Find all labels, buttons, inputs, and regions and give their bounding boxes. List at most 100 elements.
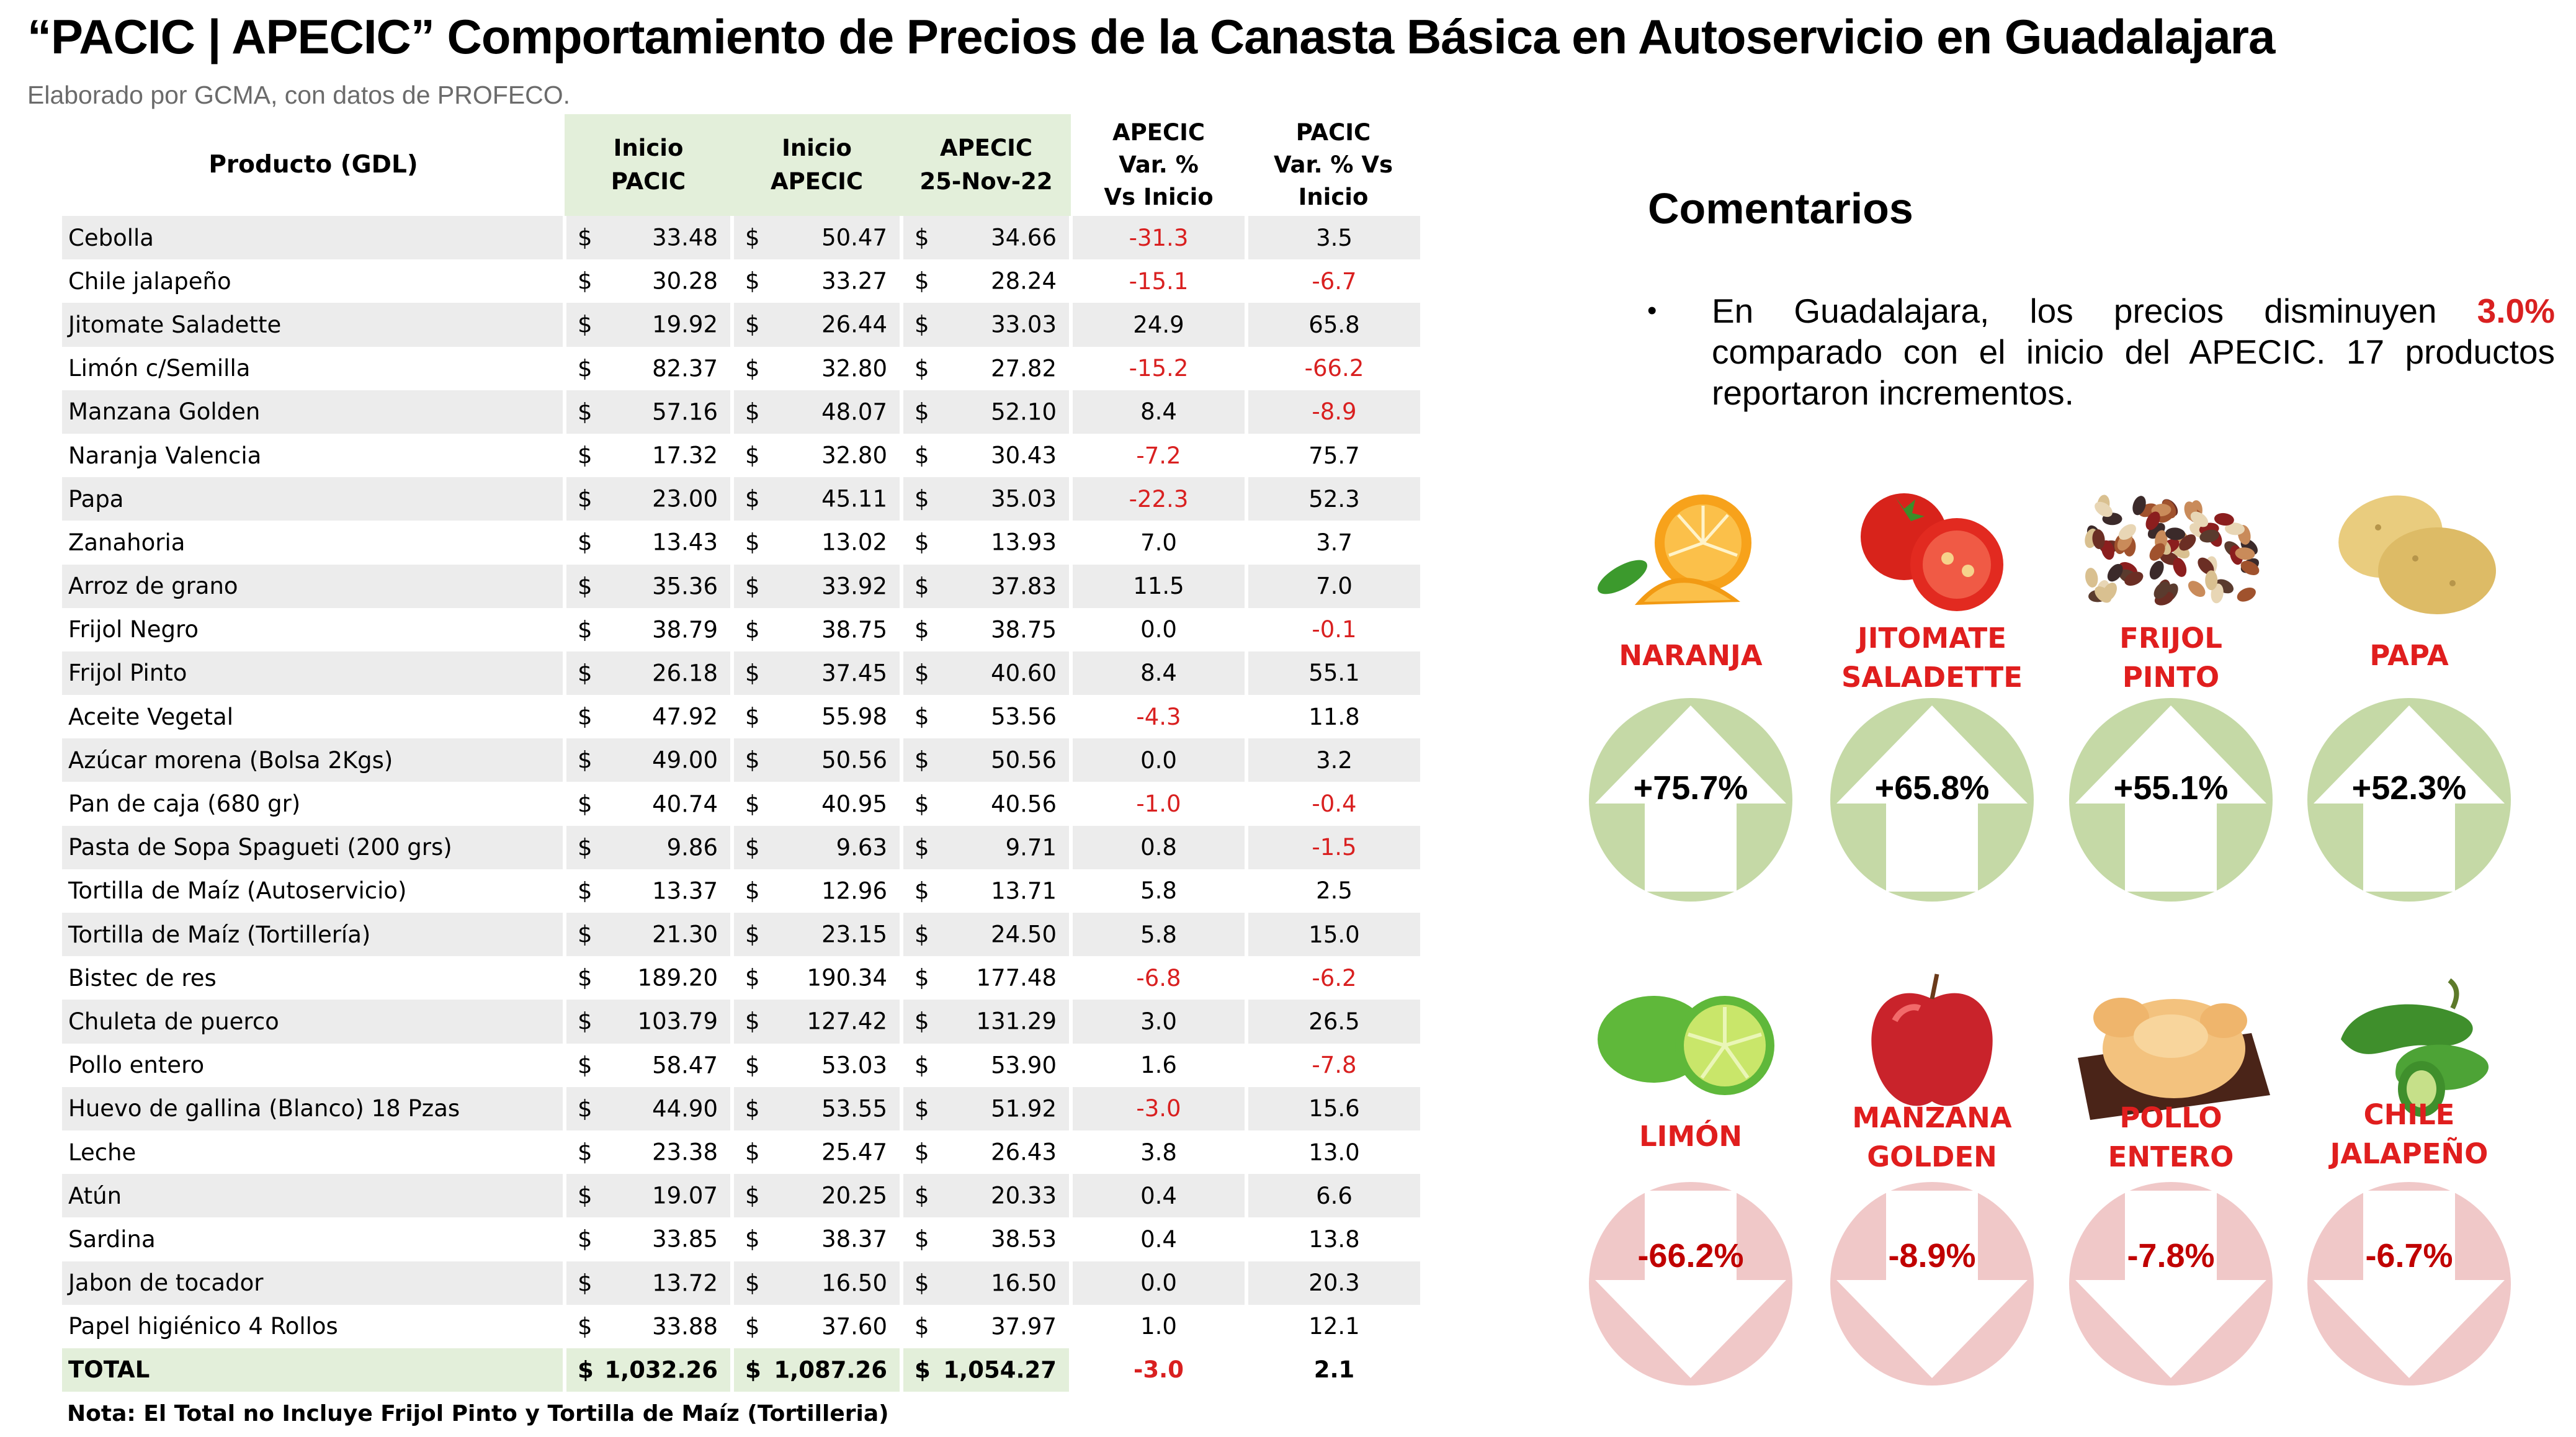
cell-var-pacic: 2.5 [1245, 869, 1420, 913]
cell-inicio-pacic: $30.28 [563, 259, 732, 303]
cell-inicio-pacic: $19.92 [563, 303, 732, 347]
cell-var-apecic: 5.8 [1069, 869, 1246, 913]
comment-highlight: 3.0% [2477, 292, 2555, 330]
table-row: Chuleta de puerco $103.79 $127.42 $131.29 3.… [62, 1000, 1420, 1044]
cell-apecic: $20.33 [900, 1174, 1071, 1218]
table-row: Arroz de grano $35.36 $33.92 $37.83 11.5 7.0 [62, 564, 1420, 608]
table-row: Sardina $33.85 $38.37 $38.53 0.4 13.8 [62, 1217, 1420, 1261]
cell-inicio-apecic: $12.96 [730, 869, 901, 913]
arrow-down-icon: -66.2% [1589, 1182, 1792, 1386]
cell-apecic: $16.50 [900, 1261, 1071, 1305]
percent-change: +52.3% [2351, 769, 2467, 807]
arrow-up-icon: +75.7% [1589, 698, 1792, 902]
cell-inicio-apecic: $190.34 [730, 956, 901, 1000]
table-row: Azúcar morena (Bolsa 2Kgs) $49.00 $50.56 $5… [62, 738, 1420, 782]
cell-inicio-pacic: $23.00 [563, 477, 732, 521]
cell-producto: Naranja Valencia [62, 433, 566, 478]
price-table: Producto (GDL) Inicio PACIC Inicio APECIC … [62, 114, 1420, 1392]
cell-inicio-apecic: $50.47 [730, 216, 901, 260]
table-row: Naranja Valencia $17.32 $32.80 $30.43 -7.2 75… [62, 433, 1420, 478]
cell-producto: Papel higiénico 4 Rollos [62, 1304, 566, 1348]
header-var-apecic: APECIC Var. % Vs Inicio [1071, 114, 1246, 216]
cell-producto: Pasta de Sopa Spagueti (200 grs) [62, 825, 566, 869]
cell-producto: Sardina [62, 1217, 566, 1261]
product-label: GOLDEN [1867, 1140, 1997, 1173]
cell-inicio-pacic: $35.36 [563, 564, 732, 608]
cell-inicio-apecic: $50.56 [730, 738, 901, 782]
cell-var-apecic: 0.0 [1069, 1261, 1246, 1305]
cell-inicio-pacic: $33.85 [563, 1217, 732, 1261]
orange-icon [1585, 478, 1796, 639]
cell-apecic: $35.03 [900, 477, 1071, 521]
bullet-icon: • [1647, 295, 1657, 326]
cell-var-apecic: 8.4 [1069, 390, 1246, 434]
cell-apecic: $51.92 [900, 1086, 1071, 1130]
cell-inicio-apecic: $40.95 [730, 782, 901, 826]
arrow-up-icon: +65.8% [1830, 698, 2034, 902]
cell-var-pacic: -1.5 [1245, 825, 1420, 869]
cell-inicio-apecic: $53.55 [730, 1086, 901, 1130]
table-note: Nota: El Total no Incluye Frijol Pinto y… [67, 1401, 889, 1426]
cell-producto: Pan de caja (680 gr) [62, 782, 566, 826]
cell-apecic: $30.43 [900, 433, 1071, 478]
cell-inicio-apecic: $26.44 [730, 303, 901, 347]
cell-inicio-pacic: $33.48 [563, 216, 732, 260]
cell-apecic: $37.97 [900, 1304, 1071, 1348]
cell-var-apecic: -7.2 [1069, 433, 1246, 478]
cell-producto: Manzana Golden [62, 390, 566, 434]
cell-apecic: $28.24 [900, 259, 1071, 303]
cell-var-apecic: -3.0 [1069, 1348, 1246, 1392]
table-header-row: Producto (GDL) Inicio PACIC Inicio APECIC … [62, 114, 1420, 216]
table-row: Pasta de Sopa Spagueti (200 grs) $9.86 $9.… [62, 825, 1420, 869]
cell-var-pacic: 11.8 [1245, 695, 1420, 739]
cell-apecic: $53.90 [900, 1043, 1071, 1087]
apple-icon [1827, 965, 2037, 1126]
cell-var-pacic: 13.0 [1245, 1130, 1420, 1175]
cell-inicio-apecic: $33.27 [730, 259, 901, 303]
cell-var-pacic: -6.2 [1245, 956, 1420, 1000]
cell-inicio-apecic: $55.98 [730, 695, 901, 739]
header-var-pacic: PACIC Var. % Vs Inicio [1246, 114, 1420, 216]
chicken-icon [2065, 965, 2276, 1126]
cell-var-apecic: -15.1 [1069, 259, 1246, 303]
cell-inicio-pacic: $82.37 [563, 346, 732, 390]
table-row: Huevo de gallina (Blanco) 18 Pzas $44.90 $… [62, 1086, 1420, 1130]
cell-var-apecic: 24.9 [1069, 303, 1246, 347]
cell-inicio-pacic: $44.90 [563, 1086, 732, 1130]
table-row: Limón c/Semilla $82.37 $32.80 $27.82 -15.2 -6… [62, 346, 1420, 390]
cell-var-pacic: 7.0 [1245, 564, 1420, 608]
cell-inicio-pacic: $23.38 [563, 1130, 732, 1175]
cell-var-apecic: -4.3 [1069, 695, 1246, 739]
beans-icon [2065, 478, 2276, 639]
table-row: Tortilla de Maíz (Tortillería) $21.30 $23.… [62, 913, 1420, 957]
table-row: Jitomate Saladette $19.92 $26.44 $33.03 24.9… [62, 303, 1420, 347]
product-label: CHILE [2363, 1098, 2455, 1131]
cell-producto: Azúcar morena (Bolsa 2Kgs) [62, 738, 566, 782]
cell-var-apecic: -31.3 [1069, 216, 1246, 260]
cell-inicio-apecic: $16.50 [730, 1261, 901, 1305]
cell-producto: Huevo de gallina (Blanco) 18 Pzas [62, 1086, 566, 1130]
cell-producto: Zanahoria [62, 521, 566, 565]
table-row: Bistec de res $189.20 $190.34 $177.48 -6.8 -6… [62, 956, 1420, 1000]
cell-apecic: $52.10 [900, 390, 1071, 434]
cell-apecic: $27.82 [900, 346, 1071, 390]
cell-apecic: $40.60 [900, 651, 1071, 696]
cell-producto: Tortilla de Maíz (Autoservicio) [62, 869, 566, 913]
cell-var-pacic: 13.8 [1245, 1217, 1420, 1261]
cell-var-pacic: 3.7 [1245, 521, 1420, 565]
product-label: ENTERO [2108, 1140, 2234, 1173]
cell-var-apecic: 0.0 [1069, 607, 1246, 651]
cell-inicio-pacic: $38.79 [563, 607, 732, 651]
table-body: Cebolla $33.48 $50.47 $34.66 -31.3 3.5 Chile j… [62, 216, 1420, 1392]
cell-var-apecic: -1.0 [1069, 782, 1246, 826]
product-label: MANZANA [1852, 1101, 2012, 1134]
lime-icon [1585, 965, 1796, 1126]
cell-producto: Aceite Vegetal [62, 695, 566, 739]
cell-inicio-pacic: $13.43 [563, 521, 732, 565]
arrow-up-icon: +52.3% [2307, 698, 2511, 902]
header-inicio-pacic: Inicio PACIC [565, 114, 732, 216]
cell-inicio-apecic: $127.42 [730, 1000, 901, 1044]
percent-change: -6.7% [2365, 1237, 2453, 1274]
cell-inicio-pacic: $19.07 [563, 1174, 732, 1218]
cell-inicio-pacic: $189.20 [563, 956, 732, 1000]
